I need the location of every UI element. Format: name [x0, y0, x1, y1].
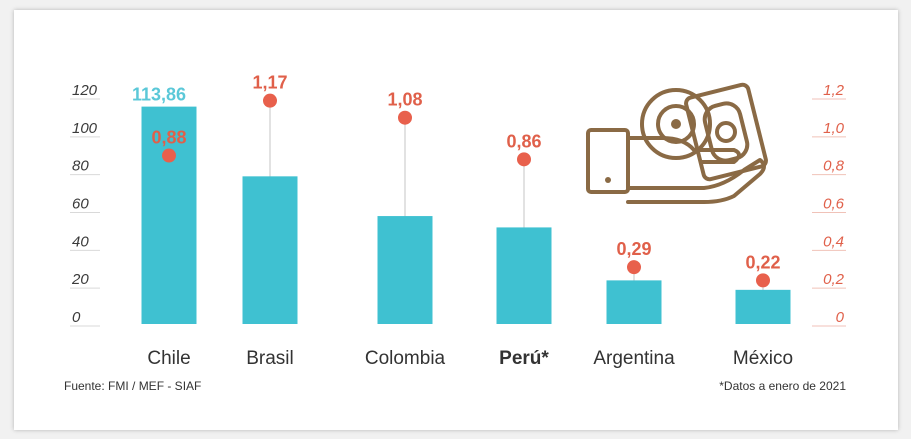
bar	[141, 106, 197, 324]
hand-holding-money-icon	[586, 82, 768, 204]
left-tick-label: 0	[72, 309, 81, 326]
dot	[398, 110, 412, 125]
bars	[141, 106, 791, 324]
dots	[162, 93, 770, 288]
left-tick-label: 60	[72, 196, 89, 213]
category-label: Perú*	[499, 348, 549, 369]
right-tick-label: 0,8	[823, 158, 845, 175]
category-label: México	[733, 348, 793, 369]
right-tick-label: 0,4	[823, 233, 844, 250]
dot-data-label: 0,88	[151, 128, 186, 148]
dot-data-label: 0,22	[745, 252, 780, 272]
dot	[263, 93, 277, 108]
category-labels: Chile Brasil Colombia Perú* Argentina México	[147, 348, 793, 369]
source-note: Fuente: FMI / MEF - SIAF	[64, 379, 201, 393]
bar	[735, 289, 791, 324]
category-label: Chile	[147, 348, 190, 369]
date-note: *Datos a enero de 2021	[719, 379, 846, 393]
dot-data-label: 1,08	[387, 90, 422, 110]
category-label: Colombia	[365, 348, 446, 369]
right-tick-label: 1,2	[823, 82, 845, 99]
right-tick-label: 0,2	[823, 271, 845, 288]
bar	[242, 176, 298, 324]
left-axis-ticks: 0 20 40 60 80 100 120	[71, 82, 98, 326]
dot	[517, 152, 531, 167]
left-tick-label: 100	[72, 120, 98, 137]
bar-data-label: 113,86	[132, 85, 186, 105]
dot	[162, 148, 176, 163]
left-tick-label: 80	[72, 158, 89, 175]
dot-data-label: 1,17	[252, 73, 287, 93]
bar-dot-chart: 0 20 40 60 80 100 120 0 0,2 0,4 0,6 0,8 1,0 1,2 0,88…	[64, 73, 846, 393]
category-label: Brasil	[246, 348, 294, 369]
right-axis-ticks: 0 0,2 0,4 0,6 0,8 1,0 1,2	[823, 82, 845, 326]
bar	[606, 280, 662, 324]
dot-data-label: 0,29	[616, 239, 651, 259]
right-tick-label: 1,0	[823, 120, 845, 137]
category-label: Argentina	[593, 348, 675, 369]
grid-lines	[70, 98, 846, 327]
chart-card: 0 20 40 60 80 100 120 0 0,2 0,4 0,6 0,8 1,0 1,2 0,88…	[14, 10, 898, 430]
left-tick-label: 20	[71, 271, 89, 288]
left-tick-label: 120	[72, 82, 98, 99]
left-tick-label: 40	[72, 233, 89, 250]
dot	[627, 260, 641, 275]
right-tick-label: 0	[836, 309, 845, 326]
dot-data-label: 0,86	[506, 131, 541, 151]
dot	[756, 273, 770, 288]
bar	[377, 216, 433, 324]
bar	[496, 227, 552, 324]
data-labels: 0,88 1,17 1,08 0,86 0,29 0,22 113,86	[132, 73, 781, 273]
right-tick-label: 0,6	[823, 196, 845, 213]
